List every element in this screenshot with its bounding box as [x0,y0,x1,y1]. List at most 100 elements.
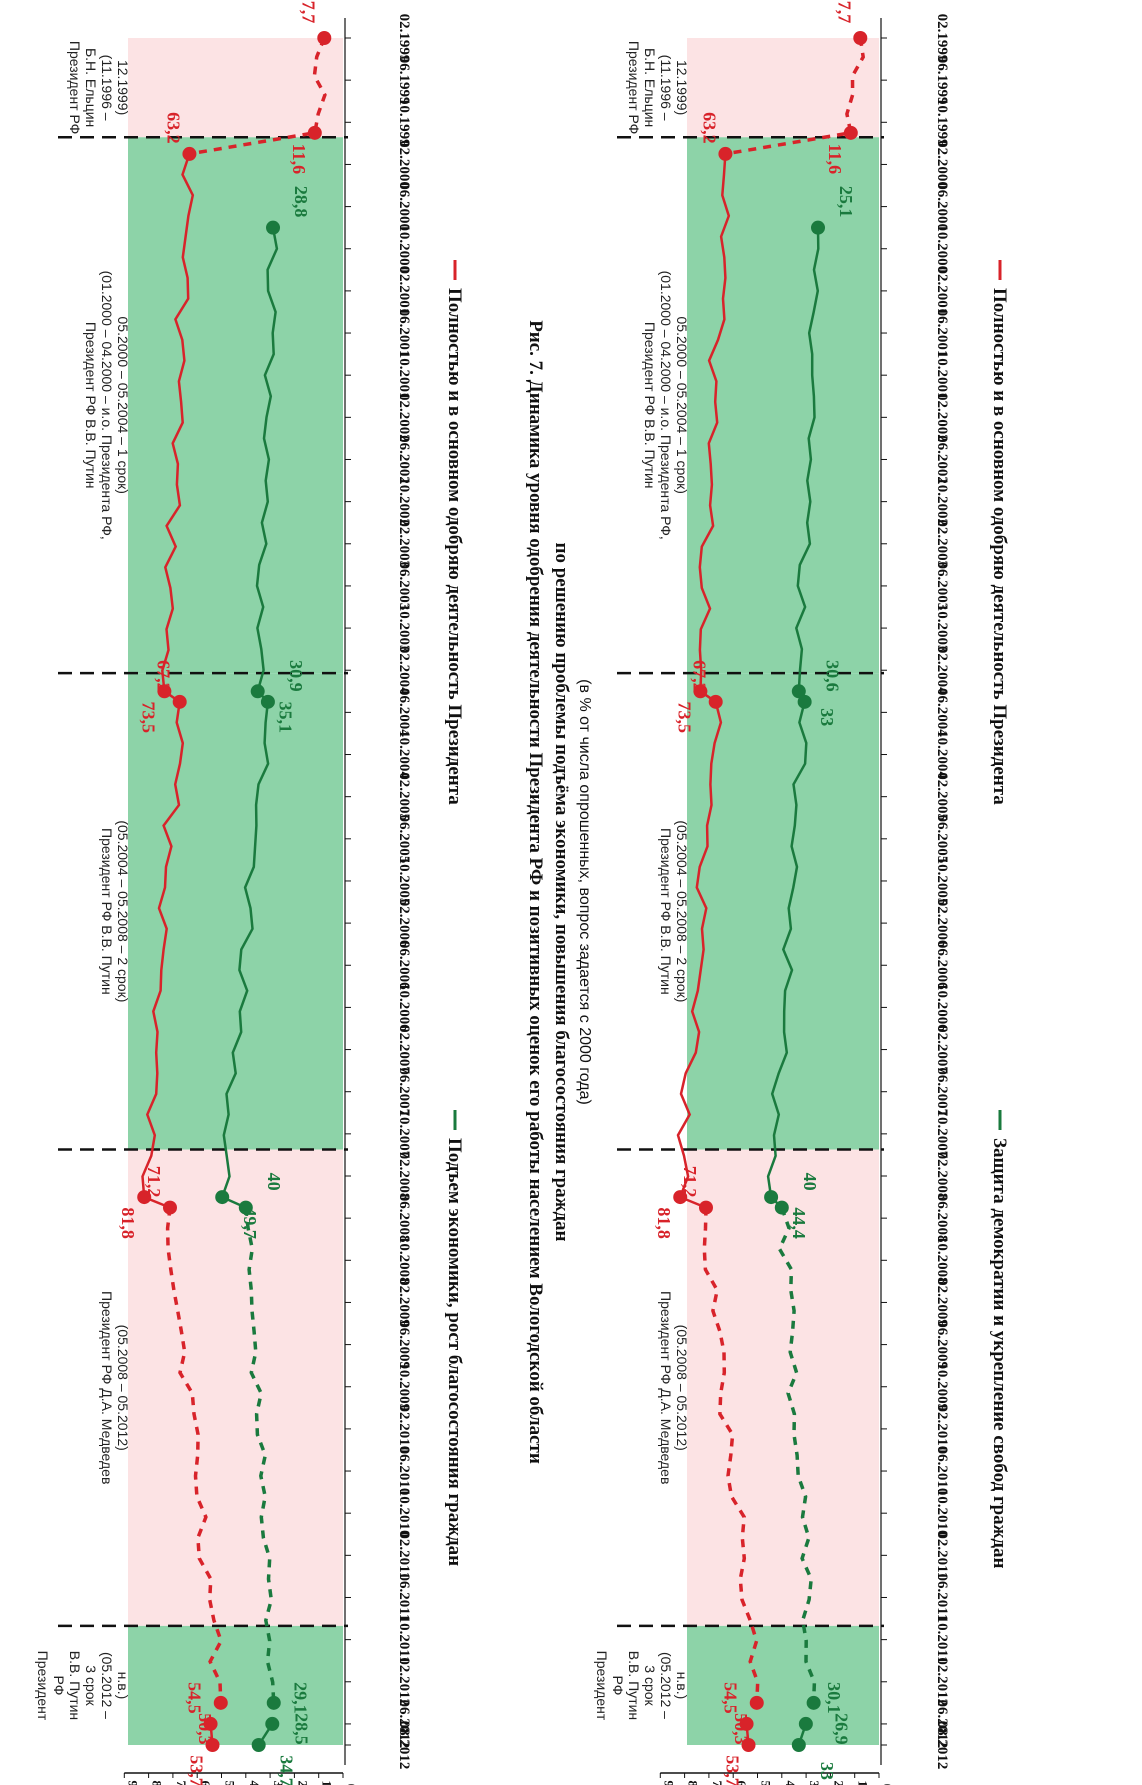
data-label: 73,5 [138,702,158,734]
time-tick-label: 10.2002 [934,477,950,526]
caption-line-3: (в % от числа опрошенных, вопрос задаетс… [576,679,593,1105]
period-label-1: Президент РФ В.В. Путин (01.2000 – 04.200… [642,271,690,540]
period-label-line: В.В. Путин [67,1651,83,1720]
value-tick-label: 30 [271,1781,286,1785]
time-tick-label: 06.2008 [396,1194,412,1243]
series-point [693,684,708,699]
time-tick-label: 06.2007 [934,1067,950,1116]
time-tick-label: 02.2005 [396,772,412,821]
value-tick-label: 0 [880,1784,895,1785]
value-tick-label: 20 [295,1781,310,1785]
time-tick-label: 02.2006 [396,899,412,948]
series-point [741,1738,756,1752]
time-tick-label: 10.2006 [396,983,412,1032]
data-label: 29,1 [290,1682,310,1714]
data-label: 30,9 [286,660,306,692]
period-label-4: Президент РФ В.В. Путин 3 срок (05.2012 – н.в… [35,1651,131,1721]
time-tick-label: 06.2005 [396,814,412,863]
series-point [843,125,858,140]
time-tick-label: 10.2008 [396,1236,412,1285]
period-label-line: н.в.) [674,1672,690,1700]
period-label-4: Президент РФ В.В. Путин 3 срок (05.2012 – н.в… [594,1651,690,1721]
time-tick-label: 02.2001 [934,267,950,316]
series-point [307,125,322,140]
time-tick-label: 02.2008 [396,1152,412,1201]
time-tick-label: 06.2009 [396,1320,412,1369]
period-label-1: Президент РФ В.В. Путин (01.2000 – 04.200… [83,271,131,540]
time-tick-label: 02.2011 [934,1531,950,1579]
time-tick-label: 06.2006 [396,941,412,990]
time-tick-label: 10.2000 [934,224,950,273]
series-point [708,694,723,709]
data-label: 40 [264,1173,284,1191]
chart-approval-economy: Президент РФ Б.Н. Ельцин (11.1996 –12.1999… [35,1,465,1785]
data-label: 73,5 [674,702,694,734]
period-label-0: Президент РФ Б.Н. Ельцин (11.1996 –12.1999… [626,41,690,134]
legend-label: Защита демократии и укрепление свобод гр… [989,1138,1010,1569]
period-label-line: 05.2000 – 05.2004 – 1 срок) [674,317,690,494]
time-tick-label: 10.2008 [934,1236,950,1285]
series-point [205,1738,220,1752]
data-label: 30,6 [823,660,843,692]
zone-3 [687,1149,879,1626]
time-tick-label: 06.2001 [934,309,950,358]
zone-4 [128,1625,343,1745]
value-tick-label: 80 [150,1781,165,1785]
time-tick-label: 06.2010 [396,1447,412,1496]
time-tick-label: 02.2002 [934,393,950,442]
series-point [317,31,332,45]
zone-3 [128,1149,343,1626]
series-point [797,694,812,709]
series-point [238,1200,253,1215]
period-label-line: Президент РФ [626,41,642,134]
time-tick-label: 10.2007 [934,1109,950,1158]
time-tick-label: 02.2011 [396,1531,412,1579]
chart-approval-democracy: Президент РФ Б.Н. Ельцин (11.1996 –12.1999… [594,1,1010,1785]
period-label-line: (05.2012 – [658,1652,674,1719]
data-label: 11,6 [289,144,309,175]
time-tick-label: 02.2006 [934,899,950,948]
zone-1 [687,137,879,674]
time-tick-label: 06.2000 [934,182,950,231]
period-label-line: Президент РФ Д.А. Медведев [658,1291,674,1484]
data-label: 71,2 [144,1166,164,1198]
time-tick-label: 10.2005 [934,857,950,906]
data-label: 81,8 [654,1207,674,1239]
data-label: 28,8 [291,186,311,218]
caption-line-2: по решению проблемы подъёма экономики, п… [551,543,572,1242]
time-tick-label: 02.2007 [396,1025,412,1074]
legend-item-1: Защита демократии и укрепление свобод гр… [989,1110,1010,1569]
time-tick-label: 06.2004 [934,688,950,737]
series-point [853,31,868,45]
series-point [265,1716,280,1731]
period-label-line: (05.2008 – 05.2012) [674,1325,690,1451]
time-tick-label: 02.2009 [934,1278,950,1327]
time-tick-label: 06.2003 [934,562,950,611]
time-tick-label: 10.2001 [396,351,412,400]
period-label-line: 3 срок [83,1665,99,1706]
period-label-line: Президент [35,1651,51,1721]
series-line-dashed [165,1207,224,1703]
period-label-line: (05.2012 – [99,1652,115,1719]
period-label-line: Президент РФ В.В. Путин [83,322,99,489]
series-point [215,1190,230,1205]
series-point [203,1716,218,1731]
time-tick-label: 06.2000 [396,182,412,231]
series-point [798,1716,813,1731]
figure-caption: Рис. 7. Динамика уровня одобрения деятел… [525,320,593,1464]
data-label: 33 [817,708,837,726]
series-point [673,1190,688,1205]
time-tick-label: 10.2003 [396,604,412,653]
series-point [749,1695,764,1710]
value-tick-label: 60 [198,1781,213,1785]
series-point [137,1190,152,1205]
time-tick-label: 10.2009 [396,1362,412,1411]
time-tick-label: 06.2002 [934,435,950,484]
time-tick-label: 02.2000 [934,140,950,189]
data-label: 63,2 [163,112,183,144]
legend-label: Полностью и в основном одобряю деятельно… [989,288,1010,805]
data-label: 35,1 [276,702,296,734]
series-line-dashed [777,1207,817,1703]
period-label-line: (05.2004 – 05.2008 – 2 срок) [115,820,131,1002]
